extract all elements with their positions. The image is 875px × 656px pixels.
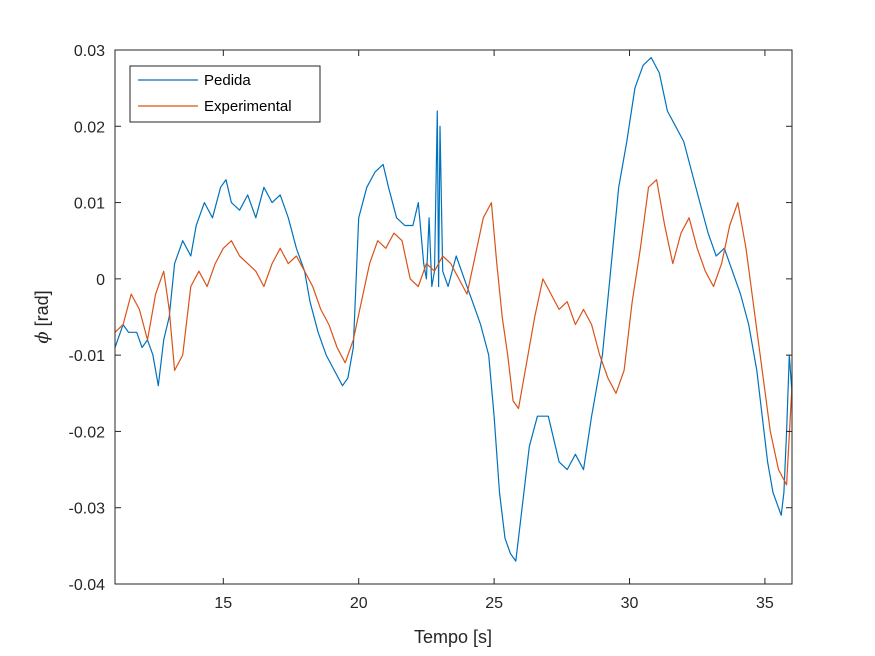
y-tick-label: 0.02: [74, 119, 105, 136]
y-tick-label: 0: [96, 272, 105, 289]
y-axis-unit: [rad]: [32, 290, 52, 331]
y-tick-label: 0.01: [74, 196, 105, 213]
legend-label-experimental: Experimental: [204, 98, 292, 115]
series-line-experimental: [114, 179, 793, 486]
series-line-pedida: [114, 56, 793, 562]
y-tick-label: 0.03: [74, 43, 105, 60]
x-tick-label: 25: [485, 595, 503, 612]
x-tick-label: 20: [350, 595, 368, 612]
y-tick-label: -0.02: [69, 424, 106, 441]
legend-box: [129, 65, 321, 123]
ticks: 15 20 25 30 35 -0.04 -0.03 -0.02 -0.01 0 0.01 0.02 0…: [69, 43, 792, 612]
x-tick-label: 35: [756, 595, 774, 612]
x-tick-label: 30: [621, 595, 639, 612]
series-layer: [114, 56, 793, 562]
legend-label-pedida: Pedida: [204, 72, 251, 89]
x-tick-label: 15: [214, 595, 232, 612]
axes: [114, 49, 793, 585]
legend: Pedida Experimental: [129, 65, 321, 123]
y-tick-label: -0.01: [69, 348, 106, 365]
y-axis-label: ϕ [rad]: [32, 290, 53, 343]
y-tick-label: -0.04: [69, 577, 106, 594]
y-tick-label: -0.03: [69, 501, 106, 518]
plot-area-frame: [114, 49, 793, 585]
y-axis-symbol: ϕ: [32, 331, 53, 343]
x-axis-label: Tempo [s]: [414, 627, 492, 647]
